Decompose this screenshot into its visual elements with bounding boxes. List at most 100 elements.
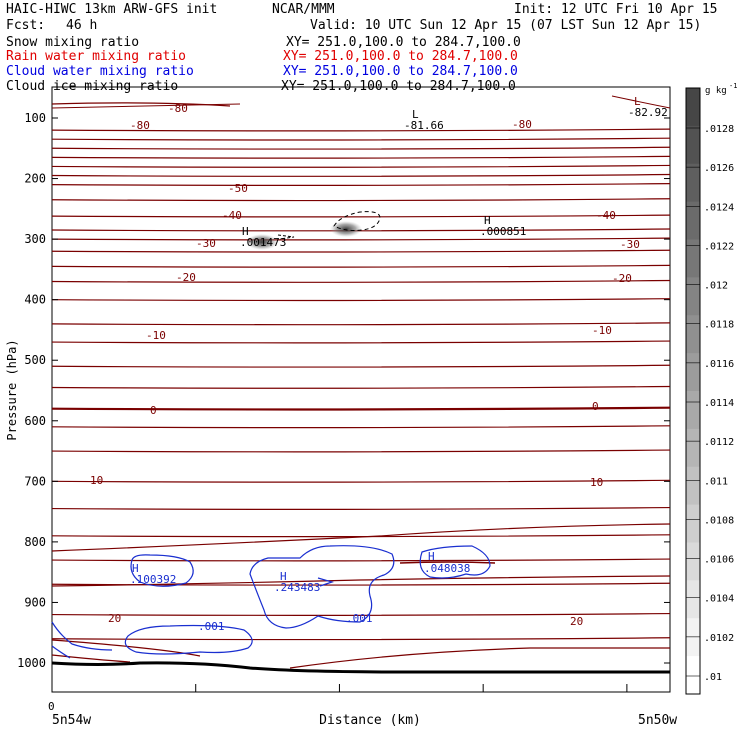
colorbar-tick-label: .0108 [704, 515, 734, 526]
temperature-contour [51, 385, 671, 389]
colorbar-unit: g kg [705, 86, 727, 96]
extremum-kind: L [412, 108, 419, 121]
y-tick-label: 900 [24, 595, 46, 609]
contour-label: 10 [590, 476, 603, 489]
extremum-kind: H [484, 214, 491, 227]
contour-label: 20 [108, 612, 121, 625]
extremum-value: -81.66 [404, 119, 444, 132]
temperature-contour [51, 173, 671, 177]
temperature-contour [51, 612, 671, 616]
contour-label: 0 [150, 404, 157, 417]
contour-label: -20 [612, 272, 632, 285]
temperature-contour-warm [399, 561, 496, 564]
x-axis-right-label: 5n50w [638, 713, 677, 728]
y-tick-label: 100 [24, 111, 46, 125]
contour-label: -80 [130, 119, 150, 132]
y-tick-label: 800 [24, 535, 46, 549]
colorbar-swatch [686, 580, 700, 619]
colorbar: .0128 .0126 .0124 .0122 .012 .0118 .0116 .0114.… [685, 87, 734, 695]
colorbar-swatch [686, 466, 700, 506]
mixing-ratio-shading [246, 234, 278, 250]
cloud-water-kind: H [132, 562, 139, 575]
init-time: Init: 12 UTC Fri 10 Apr 15 [514, 2, 718, 17]
y-tick-label: 200 [24, 172, 46, 186]
temperature-contour [51, 479, 671, 483]
temperature-contour [51, 155, 671, 159]
cloud-ice-contour [277, 234, 295, 240]
x-axis-start-tick: 0 [48, 700, 55, 713]
cloud-water-contour [130, 554, 194, 587]
cloud-water-contour [51, 621, 113, 651]
field-name-snow: Snow mixing ratio [6, 35, 140, 50]
extremum-value: .001473 [240, 236, 286, 249]
contour-label: -30 [196, 237, 216, 250]
contour-label: 20 [570, 615, 583, 628]
temperature-contour [51, 137, 671, 141]
colorbar-swatch [686, 277, 700, 316]
mixing-ratio-shading [330, 221, 362, 237]
plot-frame [51, 86, 671, 693]
extremum-value: .000851 [480, 225, 526, 238]
colorbar-tick-label: .012 [704, 281, 728, 292]
temperature-contour [51, 237, 671, 241]
colorbar-swatch [686, 88, 700, 127]
colorbar-frame [685, 87, 701, 695]
temperature-contour [51, 146, 671, 150]
colorbar-swatch [686, 542, 700, 581]
cloud-water-contour [317, 577, 335, 587]
colorbar-tick-label: .011 [704, 476, 728, 487]
y-tick-label: 1000 [17, 656, 46, 670]
cloud-water-contour [51, 645, 71, 659]
temperature-contour [51, 637, 671, 641]
temperature-contour [51, 264, 671, 268]
temperature-contour [51, 249, 671, 253]
cloud-water-value: .048038 [424, 562, 470, 575]
colorbar-swatch [686, 163, 700, 203]
cloud-water-value: .001 [346, 612, 373, 625]
colorbar-swatch [686, 391, 700, 430]
forecast-hours: 46 h [66, 18, 98, 33]
y-tick-label: 300 [24, 232, 46, 246]
colorbar-tick-label: .0112 [704, 437, 734, 448]
field-xy-snow: XY= 251.0,100.0 to 284.7,100.0 [286, 35, 521, 50]
cloud-water-contour [419, 545, 491, 579]
terrain-line [51, 661, 670, 674]
x-axis-label: Distance (km) [319, 713, 421, 728]
contour-label: -10 [146, 329, 166, 342]
field-xy-rain: XY= 251.0,100.0 to 284.7,100.0 [283, 49, 518, 64]
colorbar-swatch [686, 656, 700, 695]
extrema-labels: L -81.66 L -82.92 H .001473 H .000851 [240, 95, 668, 249]
contour-labels: -80 -80 -80 -50 -40 -40 -30 -30 -20 -20 … [90, 102, 640, 628]
colorbar-tick-label: .0104 [704, 594, 734, 605]
temperature-contour-warm [51, 654, 131, 663]
model-title: HAIC-HIWC 13km ARW-GFS init [6, 2, 218, 17]
cloud-water-kind: H [280, 570, 287, 583]
temperature-contour [51, 322, 671, 326]
contour-label: -40 [596, 209, 616, 222]
cloud-ice-contour [333, 211, 381, 231]
temperature-contour-warm [51, 523, 671, 552]
cloud-water-contour [124, 624, 253, 655]
cloud-water-value: .100392 [130, 573, 176, 586]
cloud-water-kind: H [428, 550, 435, 563]
cloud-water-labels: H .100392 H .243483 H .048038 .001 .001 [130, 550, 470, 633]
cloud-water-value: .243483 [274, 581, 320, 594]
cloud-water-contour [249, 545, 395, 629]
field-name-cloud-water: Cloud water mixing ratio [6, 64, 194, 79]
y-tick-label: 400 [24, 293, 46, 307]
colorbar-swatch [686, 428, 700, 468]
cloud-water-contours [51, 545, 491, 659]
colorbar-tick-label: .0106 [704, 555, 734, 566]
temperature-contour [51, 425, 671, 429]
y-tick-label: 700 [24, 474, 46, 488]
org-label: NCAR/MMM [272, 2, 335, 17]
temperature-contour [51, 558, 671, 562]
field-xy-cloud-water: XY= 251.0,100.0 to 284.7,100.0 [283, 64, 518, 79]
contour-label: -30 [620, 238, 640, 251]
temperature-contour-warm [289, 647, 670, 669]
extremum-value: -82.92 [628, 106, 668, 119]
colorbar-tick-label: .0124 [704, 202, 734, 213]
contour-label: -20 [176, 271, 196, 284]
colorbar-tick-label: .01 [704, 672, 722, 683]
